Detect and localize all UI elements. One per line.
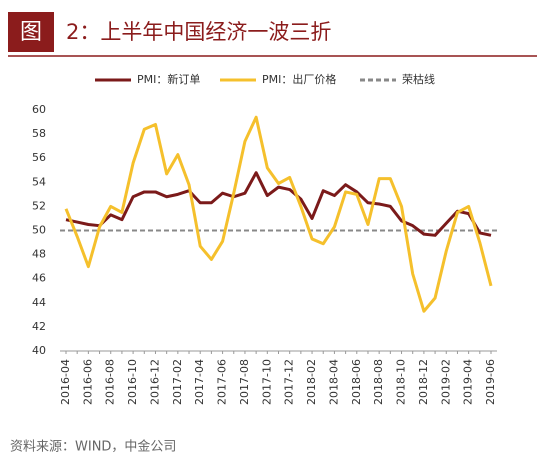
- y-tick-label: 60: [32, 103, 46, 116]
- source: 资料来源：WIND，中金公司: [10, 439, 176, 455]
- chart-title: 2：上半年中国经济一波三折: [66, 20, 331, 44]
- legend-label: PMI：出厂价格: [262, 72, 336, 86]
- y-tick-label: 52: [32, 199, 46, 212]
- x-tick-label: 2017-06: [216, 359, 229, 405]
- x-tick-label: 2016-06: [81, 359, 94, 405]
- x-tick-label: 2019-02: [439, 359, 452, 405]
- y-tick-label: 46: [32, 272, 46, 285]
- y-tick-label: 58: [32, 127, 46, 140]
- legend-label: PMI：新订单: [137, 72, 200, 86]
- x-tick-label: 2017-08: [238, 359, 251, 405]
- y-tick-label: 44: [32, 296, 46, 309]
- x-tick-label: 2016-10: [126, 359, 139, 405]
- x-tick-label: 2017-10: [260, 359, 273, 405]
- y-tick-label: 50: [32, 224, 46, 237]
- x-tick-label: 2016-04: [59, 359, 72, 405]
- x-tick-label: 2018-12: [417, 359, 430, 405]
- figure-label-box: [8, 12, 54, 52]
- y-tick-label: 48: [32, 248, 46, 261]
- x-tick-label: 2018-10: [395, 359, 408, 405]
- y-tick-label: 42: [32, 320, 46, 333]
- series-line: [64, 115, 493, 313]
- x-tick-label: 2016-12: [148, 359, 161, 405]
- y-tick-label: 54: [32, 175, 46, 188]
- x-tick-label: 2018-08: [372, 359, 385, 405]
- y-tick-label: 40: [32, 344, 46, 357]
- x-tick-label: 2019-04: [462, 359, 475, 405]
- y-tick-label: 56: [32, 151, 46, 164]
- series-line: [65, 171, 492, 237]
- x-tick-label: 2019-06: [484, 359, 497, 405]
- x-tick-label: 2016-08: [104, 359, 117, 405]
- x-tick-label: 2017-02: [171, 359, 184, 405]
- figure-label: 图: [20, 20, 42, 45]
- x-tick-label: 2017-12: [283, 359, 296, 405]
- x-tick-label: 2018-02: [305, 359, 318, 405]
- x-tick-label: 2017-04: [193, 359, 206, 405]
- legend-label: 荣枯线: [402, 72, 435, 86]
- x-tick-label: 2018-04: [327, 359, 340, 405]
- x-tick-label: 2018-06: [350, 359, 363, 405]
